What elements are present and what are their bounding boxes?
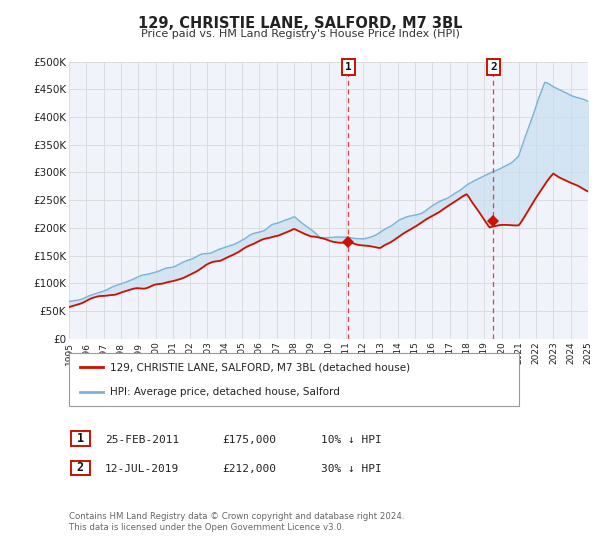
Text: 30% ↓ HPI: 30% ↓ HPI: [321, 464, 382, 474]
FancyBboxPatch shape: [71, 460, 90, 475]
Text: 25-FEB-2011: 25-FEB-2011: [105, 435, 179, 445]
Text: 10% ↓ HPI: 10% ↓ HPI: [321, 435, 382, 445]
FancyBboxPatch shape: [71, 431, 90, 446]
Text: 2: 2: [490, 62, 497, 72]
FancyBboxPatch shape: [69, 353, 519, 406]
Text: HPI: Average price, detached house, Salford: HPI: Average price, detached house, Salf…: [110, 386, 340, 396]
Text: Contains HM Land Registry data © Crown copyright and database right 2024.
This d: Contains HM Land Registry data © Crown c…: [69, 512, 404, 532]
Text: 129, CHRISTIE LANE, SALFORD, M7 3BL: 129, CHRISTIE LANE, SALFORD, M7 3BL: [138, 16, 462, 31]
Text: 1: 1: [77, 432, 84, 445]
Text: 2: 2: [77, 461, 84, 474]
Text: 129, CHRISTIE LANE, SALFORD, M7 3BL (detached house): 129, CHRISTIE LANE, SALFORD, M7 3BL (det…: [110, 362, 410, 372]
Text: £175,000: £175,000: [222, 435, 276, 445]
Text: Price paid vs. HM Land Registry's House Price Index (HPI): Price paid vs. HM Land Registry's House …: [140, 29, 460, 39]
Text: £212,000: £212,000: [222, 464, 276, 474]
Text: 12-JUL-2019: 12-JUL-2019: [105, 464, 179, 474]
Text: 1: 1: [344, 62, 352, 72]
